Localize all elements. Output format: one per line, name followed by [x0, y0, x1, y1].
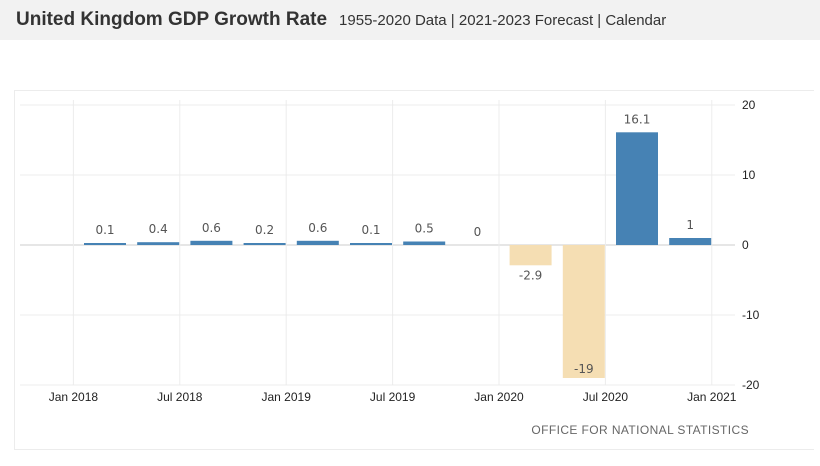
x-tick-label: Jan 2019 [262, 390, 312, 404]
y-tick-label: -20 [742, 378, 760, 392]
y-tick-label: 20 [742, 98, 756, 112]
y-tick-label: 10 [742, 168, 756, 182]
bar[interactable] [190, 240, 233, 245]
source-label[interactable]: OFFICE FOR NATIONAL STATISTICS [531, 423, 749, 437]
x-tick-label: Jan 2018 [49, 390, 99, 404]
bar[interactable] [137, 242, 180, 245]
data-label: 0.1 [361, 223, 380, 237]
data-label: 0.6 [202, 221, 221, 235]
bar[interactable] [296, 240, 339, 245]
bar[interactable] [616, 132, 658, 245]
page-subtitle[interactable]: 1955-2020 Data | 2021-2023 Forecast | Ca… [339, 11, 667, 29]
data-label: 0 [474, 225, 482, 239]
data-label: 1 [686, 218, 694, 232]
y-tick-label: -10 [742, 308, 760, 322]
data-label: 0.2 [255, 223, 274, 237]
x-tick-label: Jan 2021 [687, 390, 737, 404]
x-tick-label: Jan 2020 [474, 390, 524, 404]
bar[interactable] [243, 243, 286, 245]
data-label: 16.1 [624, 112, 651, 126]
page-header: United Kingdom GDP Growth Rate 1955-2020… [0, 0, 820, 40]
data-label: -19 [574, 362, 594, 376]
y-tick-label: 0 [742, 238, 749, 252]
bar[interactable] [403, 241, 446, 246]
x-tick-label: Jul 2018 [157, 390, 203, 404]
bar[interactable] [509, 245, 552, 266]
data-label: 0.4 [149, 222, 168, 236]
page-title: United Kingdom GDP Growth Rate [16, 9, 328, 30]
data-label: 0.6 [308, 221, 327, 235]
x-tick-label: Jul 2020 [583, 390, 629, 404]
bar[interactable] [350, 243, 392, 245]
data-label: 0.5 [415, 222, 434, 236]
x-tick-label: Jul 2019 [370, 390, 416, 404]
bar[interactable] [84, 243, 126, 245]
bar[interactable] [669, 238, 712, 245]
data-label: 0.1 [95, 223, 114, 237]
bar[interactable] [562, 245, 605, 378]
data-label: -2.9 [519, 268, 542, 282]
chart-frame [14, 90, 814, 450]
